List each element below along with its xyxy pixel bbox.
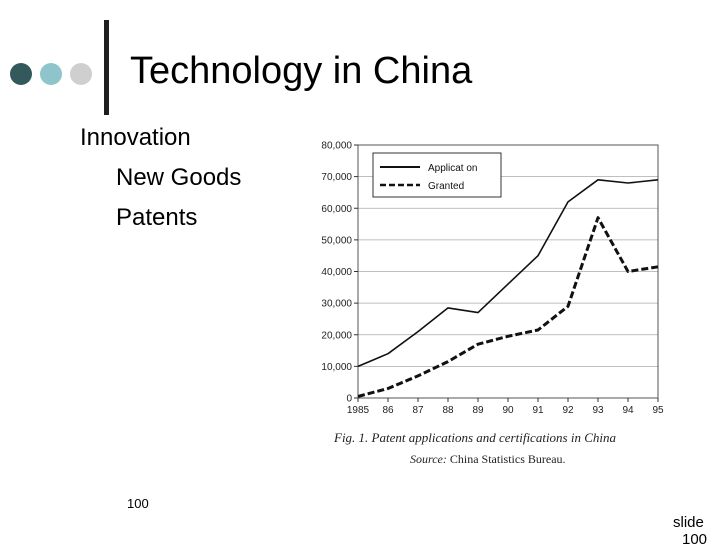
y-tick-label: 60,000 [321,204,352,215]
footer-slide-label: slide [673,514,704,531]
bullet-innovation: Innovation [80,124,191,151]
chart-caption: Fig. 1. Patent applications and certific… [333,430,617,445]
x-tick-label: 95 [652,405,664,416]
x-tick-label: 1985 [347,405,370,416]
series-line-granted [357,216,659,398]
x-tick-label: 93 [592,405,604,416]
bullet-list: Innovation New Goods Patents [80,118,241,238]
x-tick-label: 89 [472,405,484,416]
y-tick-label: 20,000 [321,330,352,341]
x-tick-labels: 1985 86 87 88 89 90 91 92 93 94 95 [347,405,664,416]
legend-label-applications: Applicat on [428,163,477,174]
y-tick-labels: 0 10,000 20,000 30,000 40,000 50,000 60,000 70,… [321,141,352,405]
y-tick-label: 0 [346,394,352,405]
decorative-dot-teal [40,63,62,85]
decorative-dots [10,63,100,87]
y-tick-label: 40,000 [321,267,352,278]
bullet-patents: Patents [116,204,198,231]
y-tick-label: 10,000 [321,362,352,373]
y-tick-label: 80,000 [321,141,352,152]
patent-chart: 0 10,000 20,000 30,000 40,000 50,000 60,000 70,… [321,141,664,467]
y-tick-label: 30,000 [321,299,352,310]
chart-source-label: Source: [410,452,447,466]
x-tick-label: 88 [442,405,454,416]
x-tick-label: 91 [532,405,544,416]
y-tick-label: 50,000 [321,235,352,246]
series-line-applications [357,178,659,368]
x-tick-label: 92 [562,405,574,416]
chart-series [357,178,659,398]
title-divider [104,20,109,115]
x-tick-label: 90 [502,405,514,416]
x-tick-label: 94 [622,405,634,416]
page-number: 100 [127,496,149,511]
legend-box [372,152,502,198]
chart-legend: Applicat on Granted [372,152,502,198]
chart-source-text: China Statistics Bureau. [450,452,566,466]
chart-source: Source: China Statistics Bureau. [410,452,566,466]
slide-title: Technology in China [130,50,473,92]
legend-label-granted: Granted [428,181,464,192]
decorative-dot-gray [70,63,92,85]
chart-axes [354,144,659,402]
decorative-dot-dark [10,63,32,85]
bullet-new-goods: New Goods [116,164,242,191]
y-tick-label: 70,000 [321,172,352,183]
x-tick-label: 86 [382,405,394,416]
x-tick-label: 87 [412,405,424,416]
